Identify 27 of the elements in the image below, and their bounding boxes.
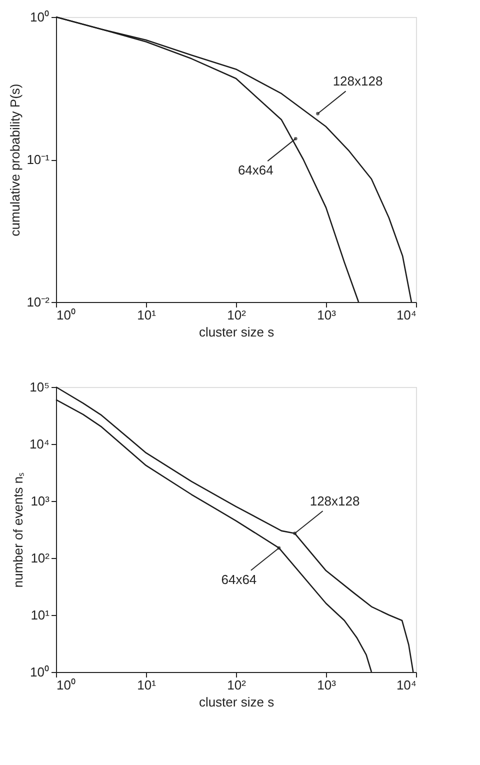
annotation: 64x64 [238, 162, 274, 178]
x-tick-label: 10¹ [137, 678, 157, 692]
x-axis-title: cluster size s [198, 694, 275, 710]
y-tick-label: 10⁻² [26, 294, 50, 310]
x-tick-label: 10⁰ [56, 678, 76, 692]
x-tick-label: 10¹ [137, 308, 157, 322]
x-tick-label: 10² [227, 678, 247, 692]
y-tick-label: 10⁰ [30, 664, 50, 680]
y-tick-label: 10⁵ [30, 380, 50, 394]
y-tick-label: 10⁰ [30, 10, 50, 24]
x-tick-label: 10³ [317, 678, 337, 692]
x-tick-label: 10⁰ [56, 308, 76, 322]
y-tick-label: 10³ [30, 494, 50, 508]
x-tick-label: 10³ [317, 308, 337, 322]
x-tick-label: 10⁴ [396, 678, 416, 692]
annotation: 128x128 [332, 74, 383, 89]
annotation: 128x128 [310, 493, 360, 508]
y-tick-label: 10¹ [30, 608, 50, 622]
x-axis-title: cluster size s [198, 324, 275, 340]
y-tick-label: 10⁴ [29, 436, 50, 452]
y-tick-label: 10² [30, 550, 50, 566]
annotation: 64x64 [221, 572, 257, 587]
x-tick-label: 10⁴ [396, 308, 416, 322]
y-axis-title: cumulative probability P(s) [8, 84, 23, 236]
y-axis-title: number of events nₛ [10, 472, 26, 588]
x-tick-label: 10² [227, 308, 247, 322]
y-tick-label: 10⁻¹ [26, 152, 50, 167]
